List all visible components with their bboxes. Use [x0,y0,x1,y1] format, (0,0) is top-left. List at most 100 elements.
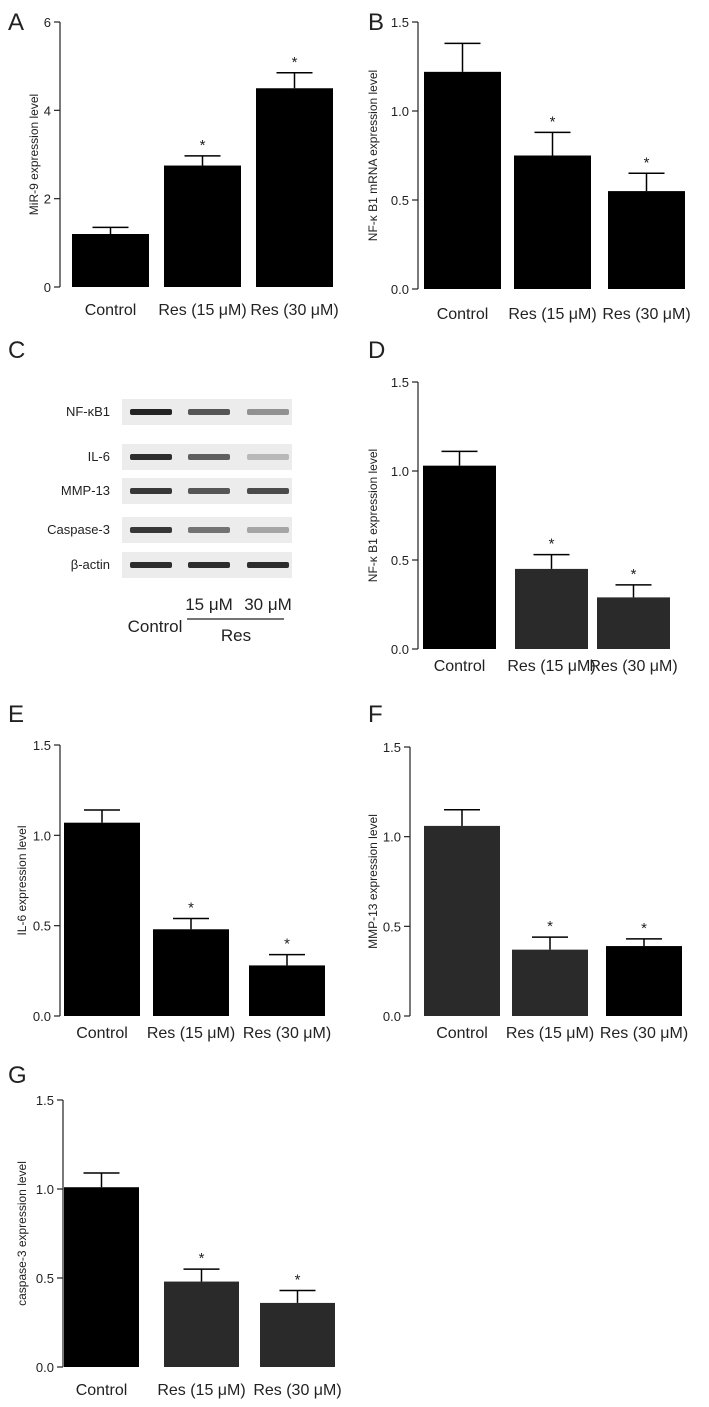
category-label: Res (15 μM) [506,1025,594,1042]
y-tick-label: 0 [44,280,51,295]
category-label: Control [434,658,486,675]
y-tick-label: 1.0 [33,828,51,843]
category-label: Res (30 μM) [600,1025,688,1042]
bar [597,597,670,649]
y-tick-label: 1.5 [383,740,401,755]
y-axis-title: caspase-3 expression level [15,1161,29,1306]
panel-letter-a: A [8,9,24,36]
blot-bands [122,399,292,578]
blot-band [188,527,230,533]
blot-band [188,488,230,494]
panel-letter-c: C [8,337,25,364]
chart-panel-g: 0.0 0.5 1.0 1.5 caspase-3 expression level Co… [15,1093,342,1399]
category-label: Res (30 μM) [589,658,677,675]
bar [153,929,229,1016]
category-label: Control [76,1382,128,1399]
significance-mark: * [292,54,298,71]
y-tick-label: 1.0 [36,1182,54,1197]
y-tick-label: 0.5 [391,553,409,568]
blot-dose-30: 30 μM [244,595,292,614]
blot-band [130,527,172,533]
y-tick-label: 1.5 [391,375,409,390]
y-tick-label: 0.5 [383,919,401,934]
bar [64,822,140,1016]
bar [423,465,496,649]
significance-mark: * [199,1250,205,1267]
y-axis-title: MMP-13 expression level [366,814,380,949]
blot-band [247,409,289,415]
y-tick-label: 0.0 [36,1360,54,1375]
bar [164,165,241,287]
category-label: Control [76,1025,128,1042]
blot-label-caspase3: Caspase-3 [47,522,110,537]
significance-mark: * [631,566,637,583]
bar [424,71,501,289]
significance-mark: * [200,137,206,154]
blot-label-nfkb1: NF-κB1 [66,404,110,419]
y-tick-label: 6 [44,15,51,30]
panel-letter-f: F [368,701,383,728]
y-tick-label: 1.5 [36,1093,54,1108]
y-tick-label: 0.0 [391,642,409,657]
category-label: Res (15 μM) [507,658,595,675]
bar [606,946,682,1016]
y-tick-label: 1.0 [391,104,409,119]
chart-panel-b: 0.0 0.5 1.0 1.5 NF-κ B1 mRNA expression leve… [366,15,691,323]
panel-letter-g: G [8,1062,27,1089]
blot-res-label: Res [221,626,251,645]
category-label: Control [85,302,137,319]
blot-band [130,409,172,415]
bar [256,88,333,287]
blot-dose-15: 15 μM [185,595,233,614]
bar [515,568,588,649]
y-axis-title: MiR-9 expression level [27,94,41,215]
blot-band [247,454,289,460]
significance-mark: * [295,1271,301,1288]
western-blot: NF-κB1 IL-6 MMP-13 Caspase-3 β-actin 15 … [47,399,292,645]
y-tick-label: 0.5 [33,919,51,934]
category-label: Res (15 μM) [158,302,246,319]
blot-band [130,562,172,568]
blot-band [188,409,230,415]
category-label: Control [436,1025,488,1042]
blot-label-beta-actin: β-actin [71,557,110,572]
y-tick-label: 1.5 [33,738,51,753]
significance-mark: * [188,899,194,916]
blot-band [130,454,172,460]
category-label: Control [437,306,489,323]
bar [260,1302,335,1367]
y-axis-title: IL-6 expression level [15,825,29,935]
chart-panel-e: 0.0 0.5 1.0 1.5 IL-6 expression level Control… [15,738,331,1042]
y-tick-label: 1.5 [391,15,409,30]
blot-label-il6: IL-6 [88,449,110,464]
chart-panel-a: 0 2 4 6 MiR-9 expression level Control * Res (1… [27,15,339,319]
category-label: Res (15 μM) [157,1382,245,1399]
category-label: Res (30 μM) [250,302,338,319]
bar [249,965,325,1016]
y-tick-label: 0.5 [391,193,409,208]
significance-mark: * [284,936,290,953]
blot-band [247,488,289,494]
category-label: Res (15 μM) [147,1025,235,1042]
bar [164,1281,239,1367]
y-tick-label: 1.0 [383,830,401,845]
y-tick-label: 0.0 [391,282,409,297]
category-label: Res (30 μM) [243,1025,331,1042]
significance-mark: * [644,154,650,171]
category-label: Res (30 μM) [602,306,690,323]
panel-letter-e: E [8,701,24,728]
blot-band [130,488,172,494]
y-tick-label: 0.0 [383,1009,401,1024]
blot-band [247,562,289,568]
significance-mark: * [549,536,555,553]
y-tick-label: 4 [44,103,51,118]
panel-letter-b: B [368,9,384,36]
bar [424,825,500,1016]
y-tick-label: 0.5 [36,1271,54,1286]
bar [72,234,149,287]
panel-letter-d: D [368,337,385,364]
y-axis-title: NF-κ B1 expression level [366,449,380,582]
bar [514,155,591,289]
blot-control-label: Control [128,617,183,636]
